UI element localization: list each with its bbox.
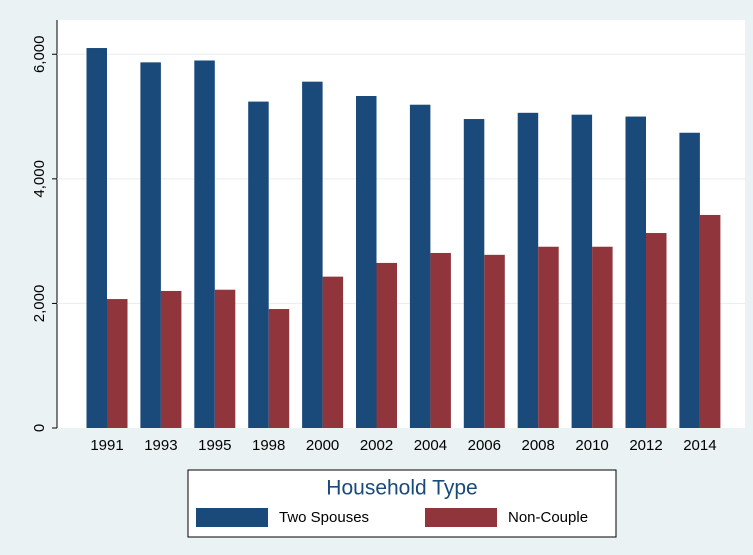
bar bbox=[463, 119, 485, 428]
bar bbox=[194, 60, 215, 428]
bar bbox=[376, 262, 397, 428]
bar bbox=[86, 48, 107, 429]
x-tick-label: 2002 bbox=[360, 437, 393, 454]
x-tick-label: 1991 bbox=[90, 437, 123, 454]
bar bbox=[646, 233, 667, 428]
legend-swatch bbox=[425, 508, 497, 527]
bar bbox=[538, 246, 559, 428]
x-tick-label: 2000 bbox=[306, 437, 339, 454]
x-tick-label: 1998 bbox=[252, 437, 285, 454]
y-tick-label: 6,000 bbox=[31, 35, 48, 73]
y-tick-label: 4,000 bbox=[31, 160, 48, 198]
bar bbox=[699, 214, 721, 428]
bar bbox=[356, 95, 377, 428]
bar bbox=[214, 289, 236, 428]
bar bbox=[409, 104, 431, 428]
legend-swatch bbox=[196, 508, 268, 527]
bar bbox=[268, 309, 290, 428]
legend-label: Two Spouses bbox=[279, 509, 369, 526]
y-tick-label: 0 bbox=[31, 424, 48, 432]
bar bbox=[322, 276, 344, 428]
x-tick-label: 1993 bbox=[144, 437, 177, 454]
x-tick-label: 2006 bbox=[468, 437, 501, 454]
x-tick-label: 2012 bbox=[629, 437, 662, 454]
bar bbox=[302, 81, 323, 428]
bar bbox=[592, 246, 613, 428]
bar bbox=[140, 62, 161, 429]
bar bbox=[517, 112, 539, 429]
x-tick-label: 2014 bbox=[683, 437, 716, 454]
bar bbox=[484, 254, 505, 428]
legend-title: Household Type bbox=[326, 477, 477, 500]
y-tick-label: 2,000 bbox=[31, 285, 48, 323]
bar bbox=[571, 114, 593, 429]
x-tick-label: 1995 bbox=[198, 437, 231, 454]
legend-label: Non-Couple bbox=[508, 509, 588, 526]
x-tick-label: 2004 bbox=[414, 437, 447, 454]
bar bbox=[107, 299, 128, 428]
bar bbox=[248, 101, 269, 428]
bar bbox=[679, 132, 700, 428]
x-tick-label: 2010 bbox=[575, 437, 608, 454]
bar bbox=[430, 252, 451, 428]
bar bbox=[160, 290, 182, 428]
bar bbox=[625, 116, 646, 428]
x-tick-label: 2008 bbox=[522, 437, 555, 454]
